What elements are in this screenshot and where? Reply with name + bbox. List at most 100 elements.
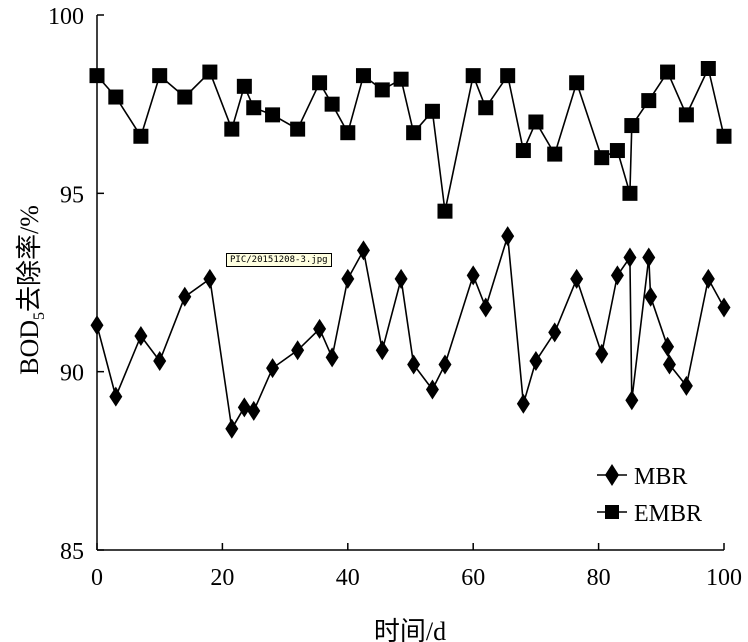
embr-data-point [547,146,563,162]
embr-data-point [622,185,638,201]
mbr-data-point [237,397,251,418]
embr-data-point [340,125,356,141]
legend-mbr-diamond-icon [605,464,619,486]
mbr-data-point [661,336,675,357]
embr-data-point [500,68,516,84]
axes [96,15,724,551]
embr-data-point [478,100,494,116]
embr-data-point [641,93,657,109]
mbr-data-point [479,297,493,318]
embr-data-point [393,71,409,87]
mbr-data-point [529,350,543,371]
embr-data-point [265,107,281,123]
y-tick-label: 85 [60,539,84,565]
embr-data-point [152,68,168,84]
x-tick-label: 40 [336,565,360,591]
embr-data-point [133,128,149,144]
series-markers [89,61,732,439]
x-tick-label: 100 [706,565,742,591]
mbr-data-point [717,297,731,318]
embr-data-point [515,143,531,159]
embr-data-point [678,107,694,123]
mbr-data-point [266,358,280,379]
embr-data-point [406,125,422,141]
y-tick-label: 95 [60,182,84,208]
mbr-data-point [291,340,305,361]
mbr-data-point [375,340,389,361]
mbr-data-point [109,386,123,407]
mbr-data-point [203,268,217,289]
mbr-data-point [644,286,658,307]
mbr-data-point [662,354,676,375]
embr-data-point [324,96,340,112]
mbr-data-point [642,247,656,268]
x-tick-label: 20 [210,565,234,591]
mbr-data-point [516,393,530,414]
embr-series-line [96,66,725,212]
embr-data-point [177,89,193,105]
legend-embr-square-icon [605,505,619,519]
mbr-data-point [610,265,624,286]
y-axis-label-subscript: 5 [31,312,48,320]
y-axis-label-rest: 去除率/% [15,205,44,312]
legend-mbr-label: MBR [634,464,687,490]
embr-data-point [528,114,544,130]
image-filename-tooltip: PIC/20151208-3.jpg [226,253,332,267]
ticks: 0 20 40 60 80 100 85 90 95 100 [48,4,742,591]
y-axis-label: BOD5去除率/% [15,205,48,375]
mbr-data-point [466,265,480,286]
mbr-data-point [570,268,584,289]
mbr-data-point [356,240,370,261]
mbr-data-point [595,343,609,364]
embr-data-point [437,203,453,219]
embr-data-point [374,82,390,98]
mbr-data-point [313,318,327,339]
embr-data-point [290,121,306,137]
embr-data-point [236,78,252,94]
mbr-data-point [425,379,439,400]
mbr-data-point [134,326,148,346]
mbr-data-point [153,350,167,371]
embr-data-point [312,75,328,91]
embr-data-point [660,64,676,80]
mbr-data-point [90,315,104,336]
x-tick-label: 80 [587,565,611,591]
embr-data-point [202,64,218,80]
mbr-data-point [394,268,408,289]
mbr-data-point [225,418,239,439]
embr-data-point [716,128,732,144]
mbr-data-point [701,268,715,289]
y-tick-label: 100 [48,4,84,30]
mbr-data-point [548,322,562,343]
mbr-data-point [623,247,637,268]
mbr-data-point [679,375,693,396]
embr-data-point [355,68,371,84]
embr-data-point [89,68,105,84]
mbr-data-point [501,226,515,247]
embr-data-point [424,103,440,119]
embr-data-point [569,75,585,91]
embr-data-point [609,143,625,159]
mbr-data-point [178,286,192,307]
x-tick-label: 0 [91,565,103,591]
embr-data-point [465,68,481,84]
mbr-data-point [625,390,639,411]
legend: MBR EMBR [597,464,702,527]
embr-data-point [224,121,240,137]
mbr-data-point [247,400,261,421]
mbr-data-point [438,354,452,375]
embr-data-point [624,118,640,134]
x-tick-label: 60 [461,565,485,591]
embr-data-point [108,89,124,105]
embr-data-point [246,100,262,116]
mbr-data-point [407,354,421,375]
y-tick-label: 90 [60,361,84,387]
x-axis-label: 时间/d [374,617,446,642]
embr-data-point [700,61,716,76]
mbr-data-point [325,347,339,368]
mbr-data-point [341,268,355,289]
embr-data-point [594,150,610,166]
y-axis-label-main: BOD [15,320,44,375]
legend-embr-label: EMBR [634,501,702,527]
